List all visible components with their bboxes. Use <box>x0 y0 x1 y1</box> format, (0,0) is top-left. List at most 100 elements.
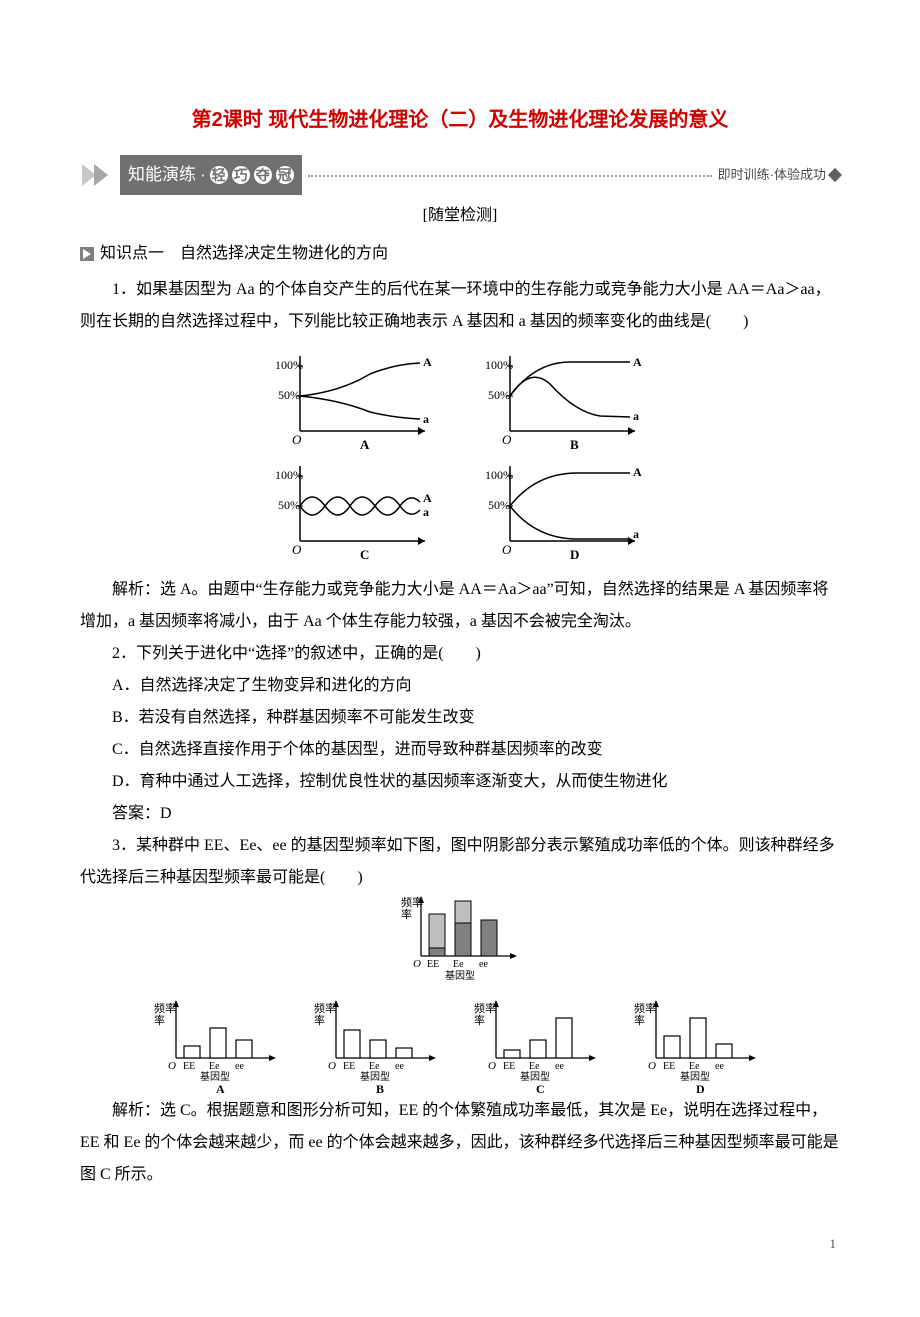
q3-explain: 解析：选 C。根据题意和图形分析可知，EE 的个体繁殖成功率最低，其次是 Ee，… <box>80 1095 840 1191</box>
svg-text:EE: EE <box>503 1061 515 1072</box>
play-square-icon <box>80 247 94 261</box>
svg-text:Ee: Ee <box>529 1061 540 1072</box>
svg-text:O: O <box>292 542 302 557</box>
q2-opt-A: A．自然选择决定了生物变异和进化的方向 <box>80 670 840 702</box>
svg-text:ee: ee <box>555 1061 564 1072</box>
svg-text:Ee: Ee <box>209 1061 220 1072</box>
svg-text:ee: ee <box>395 1061 404 1072</box>
svg-text:EE: EE <box>663 1061 675 1072</box>
svg-text:A: A <box>633 465 642 479</box>
svg-text:频率: 频率 <box>314 1001 336 1015</box>
q3-chart-A: 频率率 O EE Ee ee 基因型A <box>150 1000 290 1095</box>
banner-dot: · <box>200 158 206 192</box>
svg-text:O: O <box>413 958 421 970</box>
svg-text:a: a <box>423 412 429 426</box>
svg-text:Ee: Ee <box>369 1061 380 1072</box>
svg-text:Ee: Ee <box>689 1061 700 1072</box>
svg-text:B: B <box>570 437 579 452</box>
page-title: 第2课时 现代生物进化理论（二）及生物进化理论发展的意义 <box>80 100 840 140</box>
svg-text:率: 率 <box>474 1013 485 1027</box>
q3-chart-C: 频率率OEEEeee基因型C <box>470 1000 610 1095</box>
svg-text:D: D <box>696 1082 705 1095</box>
q2-answer: 答案：D <box>80 798 840 830</box>
svg-text:A: A <box>633 355 642 369</box>
knowledge-point-1: 知识点一 自然选择决定生物进化的方向 <box>80 238 840 270</box>
svg-text:50%: 50% <box>278 498 300 512</box>
kp1-label: 知识点一 自然选择决定生物进化的方向 <box>100 238 388 270</box>
svg-text:A: A <box>423 491 432 505</box>
quark-char-3: 冠 <box>276 166 294 184</box>
q3-top-chart: 频率 率 EE Ee ee 基因型 O <box>80 894 840 996</box>
svg-text:50%: 50% <box>488 498 510 512</box>
q1-chart-B: 100% 50% A a O B <box>480 346 650 456</box>
q1-chart-C: 100% 50% A a O C <box>270 456 440 566</box>
svg-text:C: C <box>360 547 369 562</box>
q1-chart-A: 100% 50% A a O A <box>270 346 440 456</box>
banner-label: 知能演练 · 轻 巧 夺 冠 <box>120 155 302 195</box>
svg-text:频率: 频率 <box>634 1001 656 1015</box>
q1-chart-D: 100% 50% A a O D <box>480 456 650 566</box>
svg-text:EE: EE <box>427 959 439 970</box>
q1-stem: 1．如果基因型为 Aa 的个体自交产生的后代在某一环境中的生存能力或竞争能力大小… <box>80 274 840 338</box>
banner-left-text: 知能演练 <box>128 158 196 192</box>
svg-text:100%: 100% <box>485 468 513 482</box>
svg-text:100%: 100% <box>275 358 303 372</box>
svg-text:50%: 50% <box>488 388 510 402</box>
q2-stem: 2．下列关于进化中“选择”的叙述中，正确的是( ) <box>80 638 840 670</box>
svg-text:A: A <box>360 437 370 452</box>
svg-text:O: O <box>648 1060 656 1072</box>
q3-stem: 3．某种群中 EE、Ee、ee 的基因型频率如下图，图中阴影部分表示繁殖成功率低… <box>80 830 840 894</box>
quark-char-0: 轻 <box>210 166 228 184</box>
svg-text:EE: EE <box>183 1061 195 1072</box>
q1-charts: 100% 50% A a O A 100% 50% <box>80 346 840 566</box>
page-number: 1 <box>80 1231 840 1257</box>
q3-option-charts: 频率率OEEEeee基因型A 频率率OEEEeee基因型B 频率率OEEEeee… <box>80 1000 840 1095</box>
q3-chart-D: 频率率 O EE Ee ee 基因型D <box>630 1000 770 1095</box>
q3-chart-B: 频率率 O EE Ee ee 基因型B <box>310 1000 450 1095</box>
q2-opt-B: B．若没有自然选择，种群基因频率不可能发生改变 <box>80 702 840 734</box>
svg-text:EE: EE <box>343 1061 355 1072</box>
svg-text:a: a <box>633 409 639 423</box>
svg-text:率: 率 <box>314 1013 325 1027</box>
svg-text:频率: 频率 <box>474 1001 496 1015</box>
svg-text:A: A <box>216 1082 225 1095</box>
svg-text:基因型: 基因型 <box>520 1070 550 1083</box>
svg-text:基因型: 基因型 <box>680 1070 710 1083</box>
svg-text:O: O <box>502 542 512 557</box>
svg-text:基因型: 基因型 <box>200 1070 230 1083</box>
svg-text:Ee: Ee <box>453 959 464 970</box>
quark-char-1: 巧 <box>232 166 250 184</box>
q2-opt-C: C．自然选择直接作用于个体的基因型，进而导致种群基因频率的改变 <box>80 734 840 766</box>
banner-arrows-icon <box>80 160 120 190</box>
svg-text:O: O <box>502 432 512 447</box>
quark-char-2: 夺 <box>254 166 272 184</box>
svg-text:ee: ee <box>235 1061 244 1072</box>
svg-text:O: O <box>292 432 302 447</box>
svg-text:ee: ee <box>479 959 488 970</box>
svg-text:100%: 100% <box>275 468 303 482</box>
skill-banner: 知能演练 · 轻 巧 夺 冠 即时训练·体验成功 <box>80 160 840 190</box>
svg-text:率: 率 <box>154 1013 165 1027</box>
svg-text:率: 率 <box>401 907 412 921</box>
svg-text:a: a <box>423 505 429 519</box>
svg-text:B: B <box>376 1082 384 1095</box>
q2-opt-D: D．育种中通过人工选择，控制优良性状的基因频率逐渐变大，从而使生物进化 <box>80 766 840 798</box>
svg-text:a: a <box>633 527 639 541</box>
svg-text:基因型: 基因型 <box>445 969 475 982</box>
svg-text:ee: ee <box>715 1061 724 1072</box>
svg-text:O: O <box>328 1060 336 1072</box>
svg-text:50%: 50% <box>278 388 300 402</box>
banner-diamond-icon <box>828 168 842 182</box>
svg-text:基因型: 基因型 <box>360 1070 390 1083</box>
svg-text:频率: 频率 <box>154 1001 176 1015</box>
banner-dots-icon <box>308 174 712 177</box>
svg-text:O: O <box>488 1060 496 1072</box>
section-label: [随堂检测] <box>80 200 840 232</box>
q1-explain: 解析：选 A。由题中“生存能力或竞争能力大小是 AA＝Aa＞aa”可知，自然选择… <box>80 574 840 638</box>
svg-text:A: A <box>423 355 432 369</box>
svg-text:D: D <box>570 547 579 562</box>
banner-right-text: 即时训练·体验成功 <box>718 162 826 188</box>
svg-text:100%: 100% <box>485 358 513 372</box>
svg-text:率: 率 <box>634 1013 645 1027</box>
svg-text:O: O <box>168 1060 176 1072</box>
